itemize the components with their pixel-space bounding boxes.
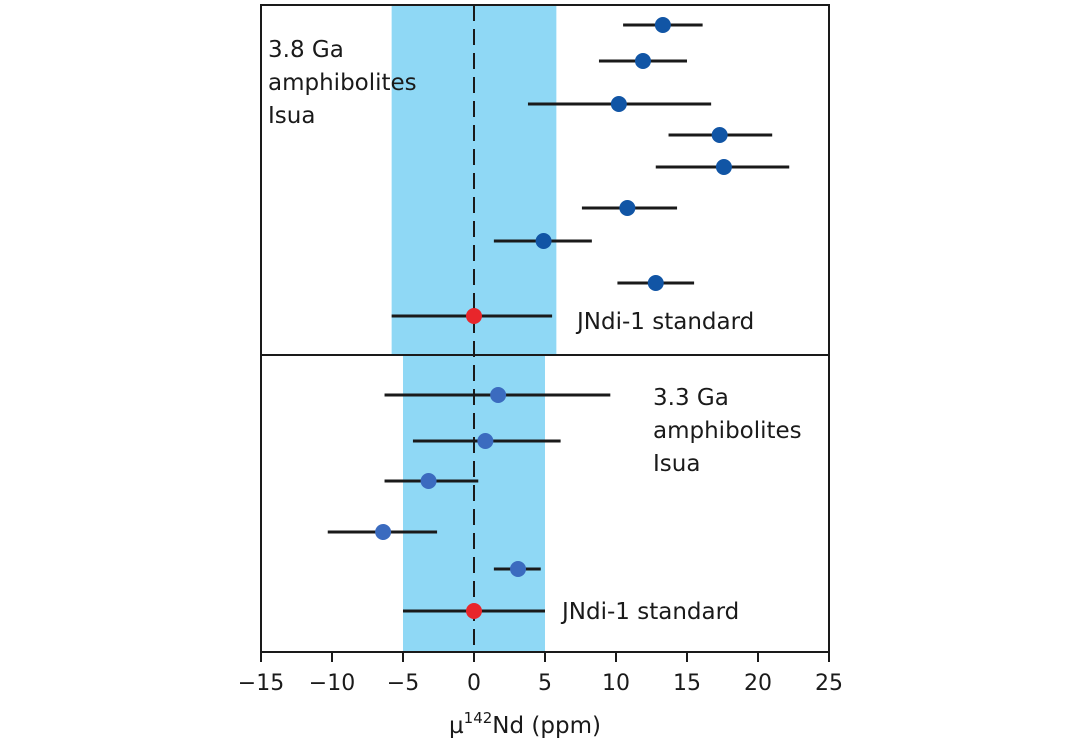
data-point xyxy=(619,200,636,216)
standard-point xyxy=(466,308,482,324)
panel-label-line: 3.8 Ga xyxy=(268,37,344,63)
x-axis: −15 −10 −5 0 5 10 15 20 25 xyxy=(238,652,843,696)
x-tick-label: −15 xyxy=(238,671,284,696)
x-axis-title-superscript: 142 xyxy=(464,709,493,727)
data-point xyxy=(477,433,494,449)
panel-label-line: 3.3 Ga xyxy=(653,385,729,411)
standard-point xyxy=(466,603,482,619)
standard-label: JNdi-1 standard xyxy=(560,599,739,625)
panel-label-line: amphibolites xyxy=(268,70,417,96)
data-point xyxy=(654,17,671,33)
data-point xyxy=(647,275,664,291)
x-tick-label: −10 xyxy=(309,671,355,696)
data-point xyxy=(610,96,627,112)
x-tick-label: 15 xyxy=(673,671,701,696)
panel-label-line: Isua xyxy=(653,451,700,477)
data-point xyxy=(490,387,507,403)
data-point xyxy=(375,524,392,540)
x-axis-title: µ142Nd (ppm) xyxy=(449,709,601,739)
panel-label-line: Isua xyxy=(268,103,315,129)
x-tick-label: 0 xyxy=(467,671,481,696)
x-tick-label: −5 xyxy=(387,671,419,696)
panel-label-line: amphibolites xyxy=(653,418,802,444)
data-point xyxy=(420,473,437,489)
x-tick-label: 20 xyxy=(744,671,772,696)
data-points xyxy=(375,17,732,619)
x-axis-title-prefix: µ xyxy=(449,713,464,739)
data-point xyxy=(535,233,552,249)
panel-labels: JNdi-1 standard 3.8 Ga amphibolites Isua JNd… xyxy=(268,37,802,625)
x-tick-label: 25 xyxy=(815,671,843,696)
x-tick-label: 10 xyxy=(602,671,630,696)
data-point xyxy=(715,159,732,175)
x-axis-title-main: Nd (ppm) xyxy=(492,713,601,739)
standard-label: JNdi-1 standard xyxy=(575,309,754,335)
x-tick-label: 5 xyxy=(538,671,552,696)
data-point xyxy=(711,127,728,143)
data-point xyxy=(634,53,651,69)
data-point xyxy=(510,561,527,577)
